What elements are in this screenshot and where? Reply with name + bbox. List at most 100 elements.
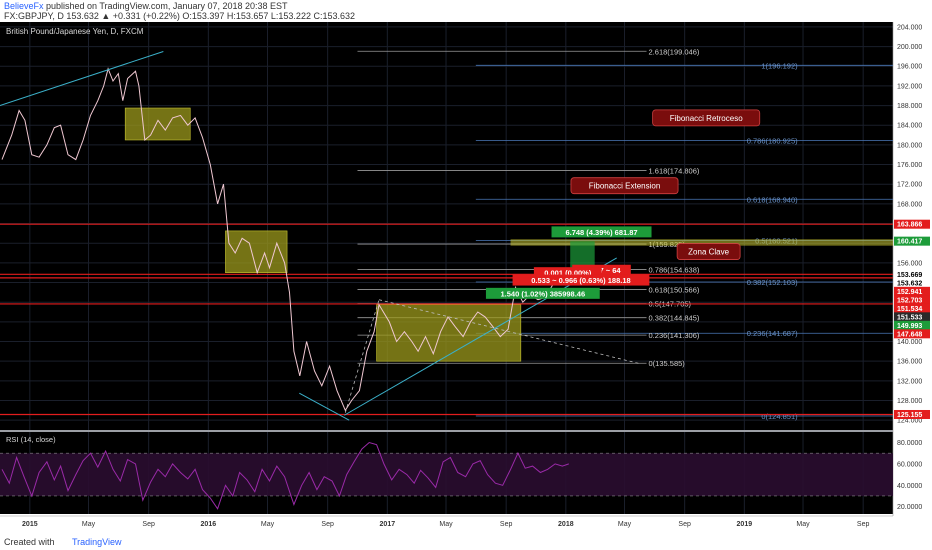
axis-price-tag-bg [894, 303, 930, 313]
trend-line[interactable] [0, 51, 164, 107]
callout[interactable]: Fibonacci Retroceso [652, 109, 761, 127]
annotation-text: 0.001 (0.00%) [544, 269, 592, 278]
price-tick-label: 140.000 [897, 339, 922, 346]
axis-price-tag-text: 125.155 [897, 412, 922, 419]
rsi-series-line[interactable] [1, 441, 569, 510]
callout-text: Fibonacci Extension [589, 182, 661, 191]
time-tick-label: Sep [500, 521, 513, 528]
rsi-title: RSI (14, close) [6, 435, 56, 444]
time-tick-label: Sep [142, 521, 155, 528]
axis-price-tag-text: 160.417 [897, 239, 922, 246]
callout-box [652, 109, 761, 127]
axis-price-tag-bg [894, 278, 930, 288]
axis-price-tag-text: 151.534 [897, 306, 922, 313]
callout[interactable]: Zona Clave [676, 243, 741, 260]
axis-price-tag-bg [894, 312, 930, 322]
price-tick-label: 172.000 [897, 182, 922, 189]
axis-price-tag-bg [894, 320, 930, 330]
axis-price-tag-text: 152.941 [897, 289, 922, 296]
zona-clave-band[interactable] [510, 239, 893, 246]
price-tick-label: 156.000 [897, 260, 922, 267]
axis-price-tag: 163.866 [894, 219, 930, 229]
consolidation-box[interactable] [124, 107, 191, 141]
axis-price-tag: 160.417 [894, 236, 930, 246]
created-with-label: Created with [4, 537, 55, 547]
price-tick-label: 124.000 [897, 418, 922, 425]
axis-price-tag: 149.993 [894, 320, 930, 330]
price-tick-label: 168.000 [897, 201, 922, 208]
axis-price-tag-bg [894, 269, 930, 279]
measure-annotation[interactable]: 1.540 (1.02%) 385998.46 [485, 287, 600, 299]
axis-price-tag-text: 153.632 [897, 280, 922, 287]
axis-price-tag-bg [894, 295, 930, 305]
chart-title: British Pound/Japanese Yen, D, FXCM [6, 27, 144, 36]
time-tick-label: May [261, 521, 275, 528]
annotation-text: -0.037 ~ 64 [582, 266, 621, 275]
annotation-background [533, 267, 602, 279]
annotation-background [551, 226, 652, 238]
axis-price-tag: 151.533 [894, 312, 930, 322]
axis-price-tag: 152.941 [894, 286, 930, 296]
time-tick-label: May [796, 521, 810, 528]
rsi-tick-label: 20.0000 [897, 504, 922, 511]
price-tick-label: 180.000 [897, 142, 922, 149]
axis-price-tag: 147.648 [894, 329, 930, 339]
rsi-tick-label: 80.0000 [897, 440, 922, 447]
price-tick-label: 200.000 [897, 44, 922, 51]
annotation-background [512, 274, 650, 286]
axis-price-tag-bg [894, 236, 930, 246]
axis-price-tag-text: 163.866 [897, 222, 922, 229]
axis-price-tag-text: 152.703 [897, 297, 922, 304]
time-tick-label: Sep [857, 521, 870, 528]
measure-annotation[interactable]: 0.001 (0.00%) [533, 267, 602, 279]
fib-extension-level-label: 0.382(144.845) [649, 314, 700, 323]
price-tick-label: 204.000 [897, 24, 922, 31]
price-tick-label: 192.000 [897, 83, 922, 90]
rsi-tick-label: 60.0000 [897, 461, 922, 468]
time-tick-label: 2016 [201, 521, 217, 528]
time-tick-label: Sep [678, 521, 691, 528]
fib-extension-level-label: 2.618(199.046) [649, 47, 700, 56]
axis-price-tag: 153.632 [894, 278, 930, 288]
dashed-projection-line[interactable] [378, 299, 640, 365]
chart-header: BelieveFx published on TradingView.com, … [0, 0, 932, 22]
author-link[interactable]: BelieveFx [4, 1, 44, 11]
dashed-projection-line[interactable] [344, 299, 380, 413]
annotation-background [485, 287, 600, 299]
chart-canvas[interactable]: 2015 May Sep 2016 May Sep 2017 May Sep 2018 May Sep… [0, 22, 932, 534]
fib-extension-level-label: 1.618(174.806) [649, 166, 700, 175]
publish-info: published on TradingView.com, January 07… [43, 1, 288, 11]
price-series-line[interactable] [1, 67, 570, 412]
time-tick-label: May [82, 521, 96, 528]
trend-line[interactable] [299, 392, 350, 421]
time-tick-label: 2018 [558, 521, 574, 528]
axis-price-tag-bg [894, 329, 930, 339]
fib-retracement-level-label: 0(124.851) [761, 412, 798, 421]
callout[interactable]: Fibonacci Extension [570, 177, 679, 195]
fib-extension-level-label: 0.786(154.638) [649, 266, 700, 275]
fib-retracement-level-label: 0.382(152.103) [747, 278, 798, 287]
axis-price-tag-bg [894, 409, 930, 419]
time-tick-label: 2015 [22, 521, 38, 528]
time-tick-label: Sep [321, 521, 334, 528]
measure-annotation[interactable]: 0.533 ~ 0.966 (0.63%) 188.18 [512, 274, 650, 286]
symbol-line: FX:GBPJPY, D 153.632 ▲ +0.331 (+0.22%) O… [4, 11, 355, 21]
price-tick-label: 188.000 [897, 103, 922, 110]
axis-price-tag: 125.155 [894, 409, 930, 419]
axis-price-tag: 152.703 [894, 295, 930, 305]
fib-extension-level-label: 0.618(150.566) [649, 286, 700, 295]
fib-retracement-level-label: 1(196.192) [761, 61, 798, 70]
price-tick-label: 184.000 [897, 123, 922, 130]
time-tick-label: May [439, 521, 453, 528]
tradingview-logo-link[interactable]: TradingView [72, 537, 122, 547]
axis-price-tag: 151.534 [894, 303, 930, 313]
axis-price-tag-text: 153.669 [897, 272, 922, 279]
measure-annotation[interactable]: 6.748 (4.39%) 681.87 [551, 226, 652, 238]
fib-retracement-level-label: 0.786(180.925) [747, 136, 798, 145]
price-tick-label: 128.000 [897, 398, 922, 405]
fib-extension-level-label: 0.236(141.306) [649, 331, 700, 340]
axis-price-tag-text: 151.533 [897, 314, 922, 321]
price-tick-label: 196.000 [897, 64, 922, 71]
consolidation-box[interactable] [376, 304, 522, 362]
axis-price-tag: 153.669 [894, 269, 930, 279]
